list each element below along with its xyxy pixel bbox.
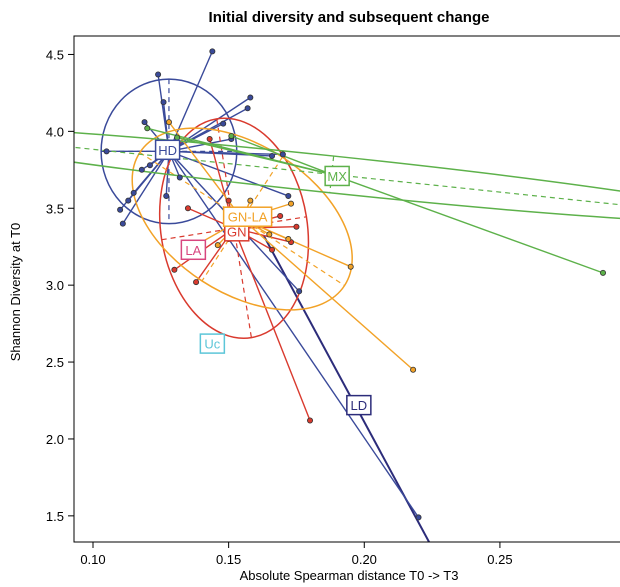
point-hd <box>285 192 292 199</box>
group-label-ld: LD <box>351 398 368 413</box>
group-label-uc-box <box>199 333 226 354</box>
point-gn-la <box>410 366 417 373</box>
group-label-la: LA <box>185 243 201 258</box>
group-label-mx: MX <box>327 169 347 184</box>
spoke-hd <box>168 150 420 518</box>
point-hd <box>244 105 251 112</box>
point-hd <box>269 152 276 159</box>
point-gn <box>193 279 200 286</box>
point-hd <box>296 288 303 295</box>
point-hd <box>117 206 124 213</box>
point-hd <box>155 71 162 78</box>
spoke-hd <box>168 150 283 156</box>
group-label-la-box <box>180 239 207 261</box>
group-label-uc: Uc <box>204 337 220 352</box>
point-gn-la <box>285 236 292 243</box>
point-hd <box>209 48 216 55</box>
y-tick-label: 1.5 <box>46 509 64 524</box>
point-hd <box>119 220 126 227</box>
ellipse-axis-major-mx <box>74 146 620 206</box>
spoke-gn-la <box>241 218 414 371</box>
point-gn <box>307 417 314 424</box>
point-gn-la <box>266 231 273 238</box>
point-gn <box>184 205 191 212</box>
point-gn-la <box>247 197 254 204</box>
point-gn-la <box>288 200 295 207</box>
point-mx <box>228 132 235 139</box>
plot-area <box>74 48 620 542</box>
spoke-hd <box>168 150 289 197</box>
point-gn <box>171 266 178 273</box>
point-gn <box>225 197 232 204</box>
point-mx <box>144 125 151 132</box>
x-tick-label: 0.15 <box>216 552 241 567</box>
point-hd <box>279 151 286 158</box>
point-gn <box>206 136 213 143</box>
point-hd <box>146 162 153 169</box>
point-gn <box>277 212 284 219</box>
group-label-gn-la-box <box>222 206 273 227</box>
y-tick-label: 4.0 <box>46 124 64 139</box>
point-hd <box>163 192 170 199</box>
point-hd <box>220 120 227 127</box>
chart-title: Initial diversity and subsequent change <box>209 9 490 26</box>
y-axis-label: Shannon Diversity at T0 <box>8 223 23 362</box>
group-label-ld-box <box>346 394 372 416</box>
spoke-mx <box>331 173 604 274</box>
point-hd <box>160 99 167 106</box>
spoke-gn-la <box>241 218 351 268</box>
spoke-hd <box>122 150 170 225</box>
group-label-mx-box <box>324 165 350 187</box>
point-gn-la <box>347 263 354 270</box>
y-axis: 1.5 2.0 2.5 3.0 3.5 4.0 4.5 <box>46 47 74 524</box>
group-label-hd-box <box>154 139 181 161</box>
plot-frame <box>73 35 620 543</box>
point-hd <box>415 514 422 521</box>
point-hd <box>138 166 145 173</box>
point-hd <box>141 119 148 126</box>
group-label-gn-la: GN-LA <box>228 210 268 225</box>
point-hd <box>130 189 137 196</box>
point-hd <box>247 94 254 101</box>
ellipse-mx <box>74 125 620 224</box>
y-tick-label: 3.5 <box>46 201 64 216</box>
x-axis-label: Absolute Spearman distance T0 -> T3 <box>240 568 459 583</box>
x-tick-label: 0.10 <box>80 552 105 567</box>
y-tick-label: 4.5 <box>46 47 64 62</box>
group-label-hd: HD <box>158 143 177 158</box>
point-gn-la <box>214 242 221 249</box>
point-hd <box>125 197 132 204</box>
point-mx <box>174 134 181 141</box>
spoke-gn <box>233 227 311 421</box>
point-gn-la <box>165 119 172 126</box>
point-hd <box>103 148 110 155</box>
x-tick-label: 0.25 <box>487 552 512 567</box>
group-label-gn: GN <box>227 224 247 239</box>
y-tick-label: 3.0 <box>46 278 64 293</box>
x-axis: 0.10 0.15 0.20 0.25 <box>80 542 513 567</box>
spoke-hd <box>168 96 251 152</box>
spoke-hd <box>168 107 248 152</box>
point-mx <box>600 269 607 276</box>
point-gn <box>293 223 300 230</box>
point-gn <box>269 246 276 253</box>
point-hd <box>176 174 183 181</box>
spoke-mx <box>176 136 332 176</box>
y-tick-label: 2.5 <box>46 355 64 370</box>
x-tick-label: 0.20 <box>352 552 377 567</box>
y-tick-label: 2.0 <box>46 432 64 447</box>
